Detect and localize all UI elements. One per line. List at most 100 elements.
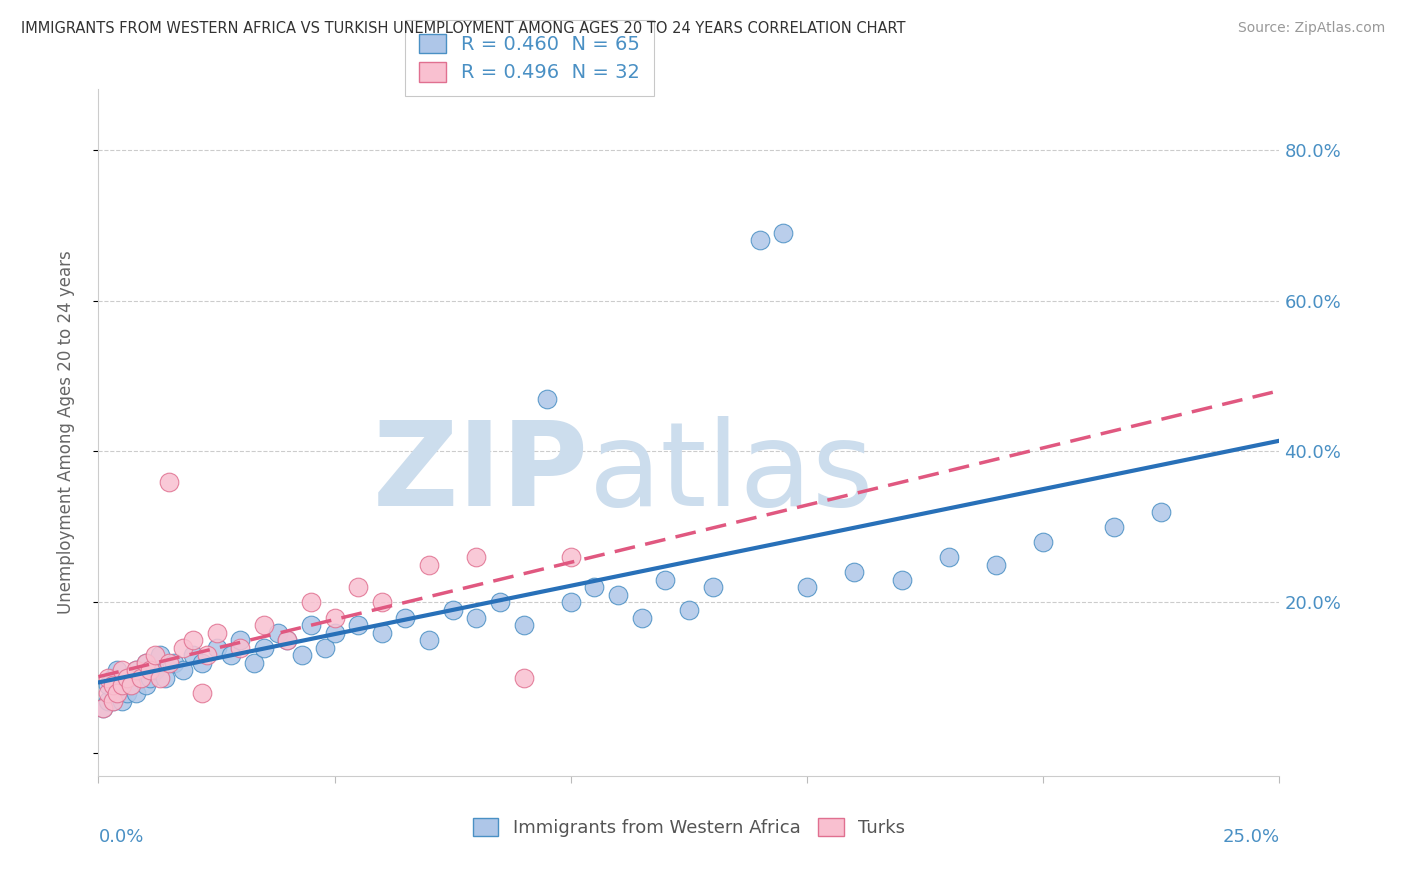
Point bbox=[195, 648, 218, 663]
Text: IMMIGRANTS FROM WESTERN AFRICA VS TURKISH UNEMPLOYMENT AMONG AGES 20 TO 24 YEARS: IMMIGRANTS FROM WESTERN AFRICA VS TURKIS… bbox=[21, 21, 905, 37]
Point bbox=[441, 603, 464, 617]
Point bbox=[143, 664, 166, 678]
Point bbox=[149, 671, 172, 685]
Point bbox=[512, 618, 534, 632]
Point bbox=[267, 625, 290, 640]
Point bbox=[465, 610, 488, 624]
Point bbox=[418, 633, 440, 648]
Point bbox=[205, 625, 228, 640]
Text: ZIP: ZIP bbox=[373, 417, 589, 532]
Point bbox=[394, 610, 416, 624]
Point bbox=[105, 686, 128, 700]
Point bbox=[91, 701, 114, 715]
Point bbox=[276, 633, 298, 648]
Point bbox=[125, 686, 148, 700]
Point bbox=[135, 656, 157, 670]
Point bbox=[347, 580, 370, 594]
Point bbox=[172, 640, 194, 655]
Point bbox=[229, 640, 252, 655]
Point bbox=[630, 610, 652, 624]
Point bbox=[163, 656, 186, 670]
Legend: Immigrants from Western Africa, Turks: Immigrants from Western Africa, Turks bbox=[464, 808, 914, 846]
Point bbox=[97, 671, 120, 685]
Point bbox=[678, 603, 700, 617]
Point bbox=[101, 678, 124, 692]
Point bbox=[371, 595, 394, 609]
Point bbox=[371, 625, 394, 640]
Point bbox=[253, 618, 276, 632]
Y-axis label: Unemployment Among Ages 20 to 24 years: Unemployment Among Ages 20 to 24 years bbox=[56, 251, 75, 615]
Point bbox=[181, 633, 204, 648]
Point bbox=[796, 580, 818, 594]
Point bbox=[135, 678, 157, 692]
Point bbox=[115, 671, 138, 685]
Point bbox=[149, 648, 172, 663]
Text: 25.0%: 25.0% bbox=[1222, 828, 1279, 846]
Point bbox=[97, 686, 120, 700]
Point bbox=[1102, 520, 1125, 534]
Point bbox=[984, 558, 1007, 572]
Point bbox=[172, 664, 194, 678]
Text: Source: ZipAtlas.com: Source: ZipAtlas.com bbox=[1237, 21, 1385, 36]
Point bbox=[276, 633, 298, 648]
Point bbox=[890, 573, 912, 587]
Point bbox=[115, 671, 138, 685]
Point bbox=[323, 610, 346, 624]
Text: atlas: atlas bbox=[589, 417, 875, 532]
Point bbox=[105, 686, 128, 700]
Point bbox=[299, 618, 322, 632]
Point bbox=[181, 648, 204, 663]
Point bbox=[607, 588, 630, 602]
Point bbox=[243, 656, 266, 670]
Point bbox=[101, 671, 124, 685]
Point bbox=[347, 618, 370, 632]
Point bbox=[101, 693, 124, 707]
Point bbox=[111, 664, 134, 678]
Point bbox=[844, 566, 866, 580]
Point bbox=[323, 625, 346, 640]
Point bbox=[191, 656, 214, 670]
Point bbox=[1032, 535, 1054, 549]
Point bbox=[191, 686, 214, 700]
Point bbox=[290, 648, 312, 663]
Point bbox=[1150, 505, 1173, 519]
Point bbox=[91, 701, 114, 715]
Point bbox=[97, 693, 120, 707]
Point bbox=[125, 664, 148, 678]
Point bbox=[772, 226, 794, 240]
Point bbox=[153, 671, 176, 685]
Point bbox=[299, 595, 322, 609]
Point bbox=[97, 678, 120, 692]
Point bbox=[314, 640, 336, 655]
Point bbox=[121, 678, 143, 692]
Text: 0.0%: 0.0% bbox=[98, 828, 143, 846]
Point bbox=[129, 671, 152, 685]
Point bbox=[748, 233, 770, 247]
Point bbox=[157, 656, 180, 670]
Point bbox=[583, 580, 606, 594]
Point bbox=[489, 595, 512, 609]
Point bbox=[219, 648, 242, 663]
Point bbox=[121, 678, 143, 692]
Point bbox=[560, 595, 582, 609]
Point bbox=[253, 640, 276, 655]
Point bbox=[101, 693, 124, 707]
Point bbox=[465, 550, 488, 565]
Point bbox=[135, 656, 157, 670]
Point bbox=[512, 671, 534, 685]
Point bbox=[560, 550, 582, 565]
Point bbox=[157, 475, 180, 489]
Point bbox=[205, 640, 228, 655]
Point bbox=[938, 550, 960, 565]
Point bbox=[111, 678, 134, 692]
Point bbox=[702, 580, 724, 594]
Point bbox=[115, 686, 138, 700]
Point bbox=[139, 664, 162, 678]
Point bbox=[229, 633, 252, 648]
Point bbox=[125, 664, 148, 678]
Point bbox=[139, 671, 162, 685]
Point bbox=[105, 664, 128, 678]
Point bbox=[111, 693, 134, 707]
Point bbox=[418, 558, 440, 572]
Point bbox=[111, 678, 134, 692]
